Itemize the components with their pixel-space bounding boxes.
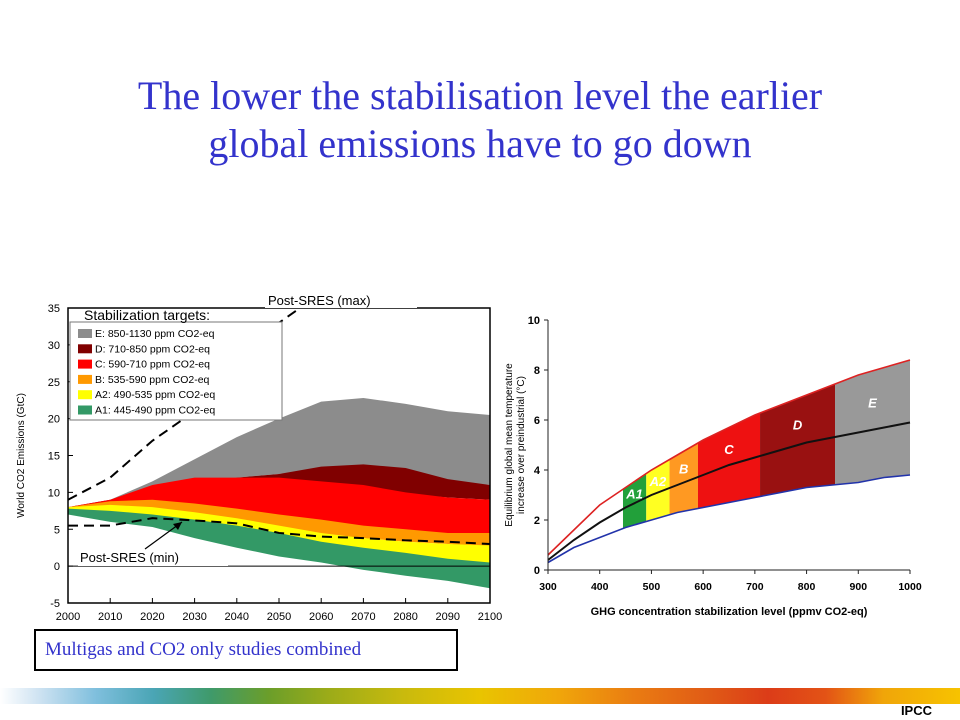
emissions-legend-swatch-1 [78,344,92,354]
temperature-band-label-C: C [724,442,734,457]
temperature-band-D [760,384,836,497]
temperature-band-B [669,443,698,515]
slide-title: The lower the stabilisation level the ea… [0,72,960,168]
temperature-x-tick-label: 400 [591,581,609,593]
emissions-x-tick-label: 2020 [140,611,164,623]
emissions-x-tick-label: 2100 [478,611,502,623]
temperature-x-tick-label: 900 [850,581,868,593]
temperature-y-tick-label: 8 [534,365,540,377]
emissions-legend-title: Stabilization targets: [84,307,210,323]
emissions-x-tick-label: 2060 [309,611,333,623]
emissions-y-tick-label: 5 [54,524,60,536]
emissions-y-tick-label: 30 [48,340,60,352]
temperature-y-axis-label-2: increase over preindustrial (°C) [516,376,527,514]
post-sres-min-label: Post-SRES (min) [80,550,179,565]
emissions-legend-label-1: D: 710-850 ppm CO2-eq [95,343,210,355]
emissions-legend-swatch-0 [78,329,92,338]
emissions-x-tick-label: 2040 [225,611,249,623]
temperature-y-tick-label: 0 [534,565,540,577]
temperature-curve-1 [547,421,911,561]
emissions-y-tick-label: 20 [48,414,60,426]
temperature-y-tick-label: 4 [534,465,541,477]
temperature-band-label-E: E [868,396,877,411]
emissions-x-tick-label: 2080 [393,611,417,623]
emissions-y-axis-label: World CO2 Emissions (GtC) [16,393,27,518]
temperature-x-tick-label: 500 [643,581,661,593]
temperature-band-label-A2: A2 [649,474,667,489]
emissions-y-tick-label: 15 [48,451,60,463]
emissions-x-tick-label: 2000 [56,611,80,623]
emissions-legend-swatch-4 [78,390,92,400]
emissions-legend-swatch-3 [78,374,92,384]
temperature-band-label-A1: A1 [625,486,643,501]
temperature-x-tick-label: 300 [539,581,557,593]
emissions-legend-label-3: B: 535-590 ppm CO2-eq [95,374,210,386]
ipcc-logo-text: IPCC [900,703,932,718]
emissions-x-tick-label: 2090 [436,611,460,623]
post-sres-line-1 [68,517,490,545]
emissions-x-tick-label: 2030 [182,611,206,623]
emissions-y-tick-label: 0 [54,561,60,573]
temperature-curve-2 [547,474,911,564]
emissions-legend-label-4: A2: 490-535 ppm CO2-eq [95,389,215,401]
temperature-band-label-D: D [793,418,803,433]
emissions-legend-label-2: C: 590-710 ppm CO2-eq [95,359,210,371]
title-line-2: global emissions have to go down [208,121,752,166]
temperature-y-tick-label: 2 [534,515,540,527]
temperature-y-tick-label: 6 [534,415,540,427]
temperature-y-axis-label-1: Equilibrium global mean temperature [504,363,515,527]
temperature-band-label-B: B [679,461,688,476]
emissions-clip-group [68,308,490,589]
title-line-1: The lower the stabilisation level the ea… [137,73,823,118]
caption-box: Multigas and CO2 only studies combined [34,629,458,671]
emissions-x-tick-label: 2070 [351,611,375,623]
emissions-y-tick-label: -5 [50,598,60,610]
emissions-plot: -5 0 5 10 15 20 25 30 35 2000 2010 2020 2030 2040 2050… [16,292,502,623]
emissions-band-2 [68,477,490,541]
temperature-x-tick-label: 800 [798,581,816,593]
emissions-legend-swatch-5 [78,405,92,415]
temperature-band-C [697,413,761,509]
temperature-band-A2 [646,459,670,522]
caption-text: Multigas and CO2 only studies combined [45,639,362,660]
temperature-plot: A1 A2 B C D E 0 2 4 6 8 10 300 400 500 600 700 800 900 1000… [504,312,930,620]
post-sres-max-label-bg [265,292,417,308]
temperature-x-tick-label: 1000 [898,581,922,593]
emissions-legend: Stabilization targets: E: 850-1130 ppm CO… [69,307,283,421]
emissions-legend-label-0: E: 850-1130 ppm CO2-eq [95,328,215,340]
footer-gradient-bar [0,688,960,704]
emissions-legend-box [69,321,283,421]
temperature-x-tick-label: 700 [746,581,764,593]
temperature-x-tick-label: 600 [694,581,712,593]
post-sres-min-label-bg [78,549,228,566]
emissions-legend-swatch-2 [78,359,92,369]
emissions-x-tick-label: 2050 [267,611,291,623]
temperature-band-A1 [622,473,647,529]
emissions-legend-label-5: A1: 445-490 ppm CO2-eq [95,405,215,417]
emissions-y-tick-label: 25 [48,377,60,389]
post-sres-min-arrowhead [173,522,182,530]
temperature-curve-0 [547,359,911,556]
post-sres-max-label: Post-SRES (max) [268,293,371,308]
temperature-band-E [835,360,910,485]
emissions-x-tick-label: 2010 [98,611,122,623]
temperature-y-tick-label: 10 [528,315,540,327]
emissions-band-0 [68,397,490,508]
emissions-y-tick-label: 10 [48,487,60,499]
temperature-x-axis-label: GHG concentration stabilization level (p… [591,606,868,618]
emissions-y-tick-label: 35 [48,303,60,315]
